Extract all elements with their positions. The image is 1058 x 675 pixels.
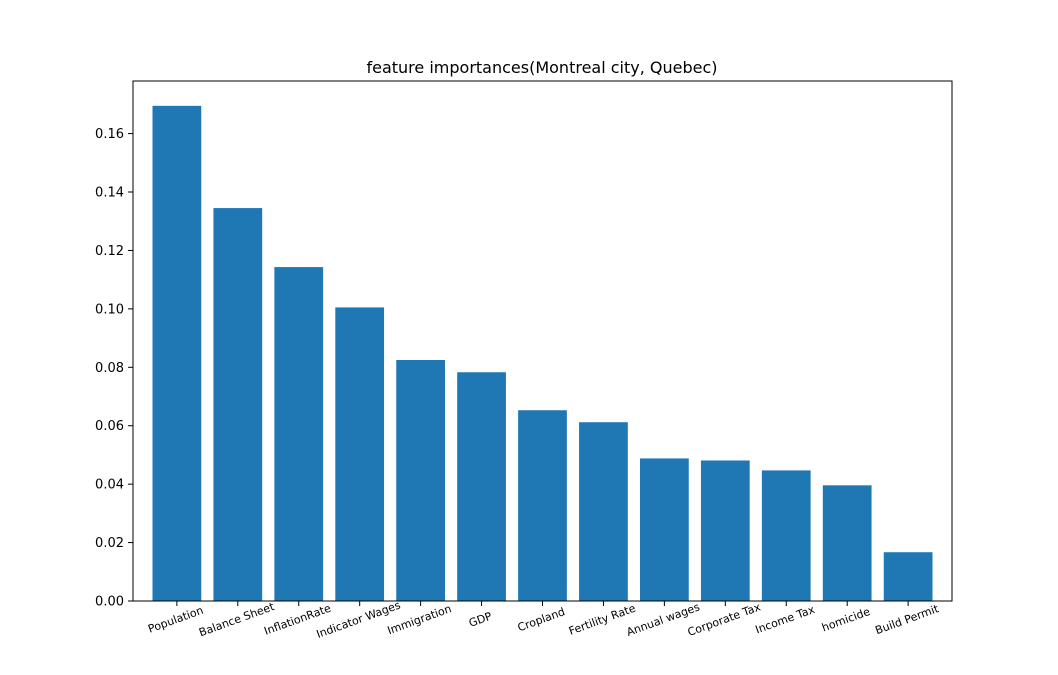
y-tick-label: 0.08 [95,361,124,376]
bar-annual-wages [640,458,689,601]
x-tick-label: homicide [820,605,872,635]
x-tick-label: Population [146,604,205,636]
x-tick-label: Income Tax [754,603,817,637]
bar-fertility-rate [579,422,628,601]
y-tick-label: 0.04 [95,478,124,493]
x-tick-label: Cropland [516,605,567,634]
y-tick-label: 0.14 [95,186,124,201]
bar-indicator-wages [335,307,385,601]
bar-immigration [396,359,445,601]
y-tick-label: 0.10 [95,302,124,317]
chart-title: feature importances(Montreal city, Quebe… [366,58,717,77]
bar-inflationrate [274,267,324,601]
bar-population [152,105,202,602]
bar-balance-sheet [213,208,263,601]
plot-frame [132,80,953,602]
bar-build-permit [883,552,933,601]
y-tick-label: 0.12 [95,244,124,259]
x-tick-label: Build Permit [873,602,941,637]
bar-homicide [822,485,872,601]
y-tick-label: 0.16 [95,127,124,142]
bars-group [152,105,933,602]
bar-gdp [457,372,506,601]
x-tick-label: GDP [467,609,494,629]
bar-cropland [518,410,567,601]
y-tick-label: 0.00 [95,595,124,610]
y-tick-label: 0.02 [95,536,124,551]
bar-income-tax [761,470,811,601]
y-axis: 0.00 0.02 0.04 0.06 0.08 0.10 0.12 0.14 0.16 [95,127,133,610]
y-tick-label: 0.06 [95,419,124,434]
bar-corporate-tax [700,460,750,601]
